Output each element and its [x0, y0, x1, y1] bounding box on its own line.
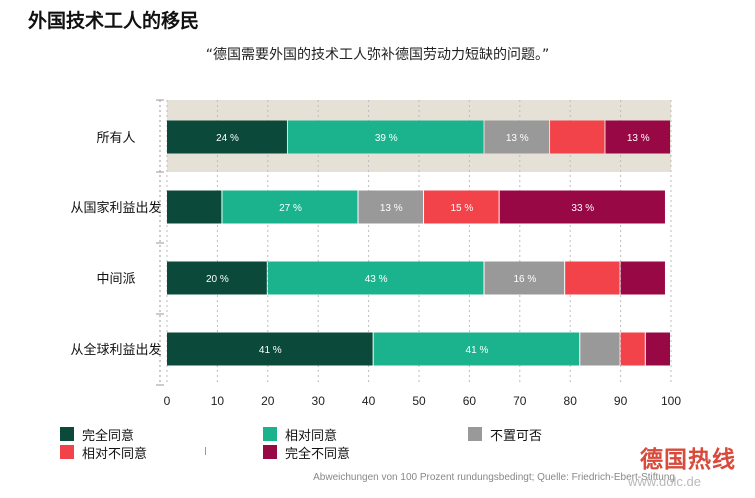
legend-label: 相对不同意 — [82, 446, 148, 462]
bar-segment — [645, 332, 670, 366]
x-tick-label: 90 — [614, 394, 628, 408]
bar-segment — [484, 120, 550, 154]
data-label: 16 % — [513, 274, 536, 285]
x-tick-label: 60 — [463, 394, 477, 408]
bar-segment — [267, 261, 484, 295]
legend-swatch — [60, 445, 74, 459]
bar-segment — [287, 120, 484, 154]
bar-segment — [167, 190, 222, 224]
data-label: 33 % — [571, 203, 594, 214]
x-tick-label: 30 — [312, 394, 326, 408]
x-tick-label: 80 — [564, 394, 578, 408]
legend-swatch — [263, 427, 277, 441]
bar-segment — [620, 332, 645, 366]
category-label: 所有人 — [96, 131, 135, 146]
bar-segment — [373, 332, 580, 366]
bar-segment — [620, 261, 665, 295]
x-tick-label: 70 — [513, 394, 527, 408]
legend-item: 相对同意 — [263, 426, 338, 444]
legend-label: 完全不同意 — [285, 446, 351, 462]
category-label: 从国家利益出发 — [70, 200, 161, 216]
data-label: 13 % — [380, 203, 403, 214]
data-label: 13 % — [627, 133, 650, 144]
source-note: Abweichungen von 100 Prozent rundungsbed… — [313, 472, 675, 483]
data-label: 24 % — [216, 133, 239, 144]
x-tick-label: 20 — [261, 394, 275, 408]
data-label: 15 % — [450, 203, 473, 214]
bar-segment — [222, 190, 358, 224]
chart-title: 外国技术工人的移民 — [28, 10, 200, 32]
data-label: 20 % — [206, 274, 229, 285]
bar-segment — [484, 261, 565, 295]
legend-item: 完全不同意 — [263, 444, 351, 462]
watermark-url: www.dolc.de — [628, 474, 701, 489]
legend-item: 相对不同意 — [60, 444, 148, 462]
legend-swatch — [263, 445, 277, 459]
category-label: 中间派 — [96, 272, 135, 287]
legend-label: 不置可否 — [490, 428, 543, 444]
legend-item: 不置可否 — [468, 426, 543, 444]
bar-segment — [605, 120, 670, 154]
legend-label: 相对同意 — [285, 428, 338, 444]
category-label: 从全球利益出发 — [70, 342, 161, 358]
bar-segment — [550, 120, 605, 154]
data-label: 27 % — [279, 203, 302, 214]
bar-segment — [424, 190, 499, 224]
data-label: 39 % — [375, 133, 398, 144]
x-tick-label: 40 — [362, 394, 376, 408]
bar-segment — [499, 190, 665, 224]
bar-segment — [565, 261, 620, 295]
data-label: 13 % — [506, 133, 529, 144]
legend-tick-mark — [205, 447, 206, 455]
legend-swatch — [60, 427, 74, 441]
watermark-logo: 德国热线 — [640, 447, 736, 473]
bar-segment — [580, 332, 620, 366]
x-tick-label: 50 — [412, 394, 426, 408]
legend-swatch — [468, 427, 482, 441]
data-label: 41 % — [466, 345, 489, 356]
x-tick-label: 0 — [164, 394, 171, 408]
bar-segment — [167, 261, 267, 295]
x-tick-label: 10 — [211, 394, 225, 408]
data-label: 43 % — [365, 274, 388, 285]
x-tick-label: 100 — [661, 394, 681, 408]
bar-segment — [167, 120, 287, 154]
legend-item: 完全同意 — [60, 426, 135, 444]
legend-label: 完全同意 — [82, 428, 135, 444]
bar-segment — [167, 332, 373, 366]
chart-subtitle: “德国需要外国的技术工人弥补德国劳动力短缺的问题。” — [205, 47, 550, 63]
bar-segment — [358, 190, 424, 224]
data-label: 41 % — [259, 345, 282, 356]
